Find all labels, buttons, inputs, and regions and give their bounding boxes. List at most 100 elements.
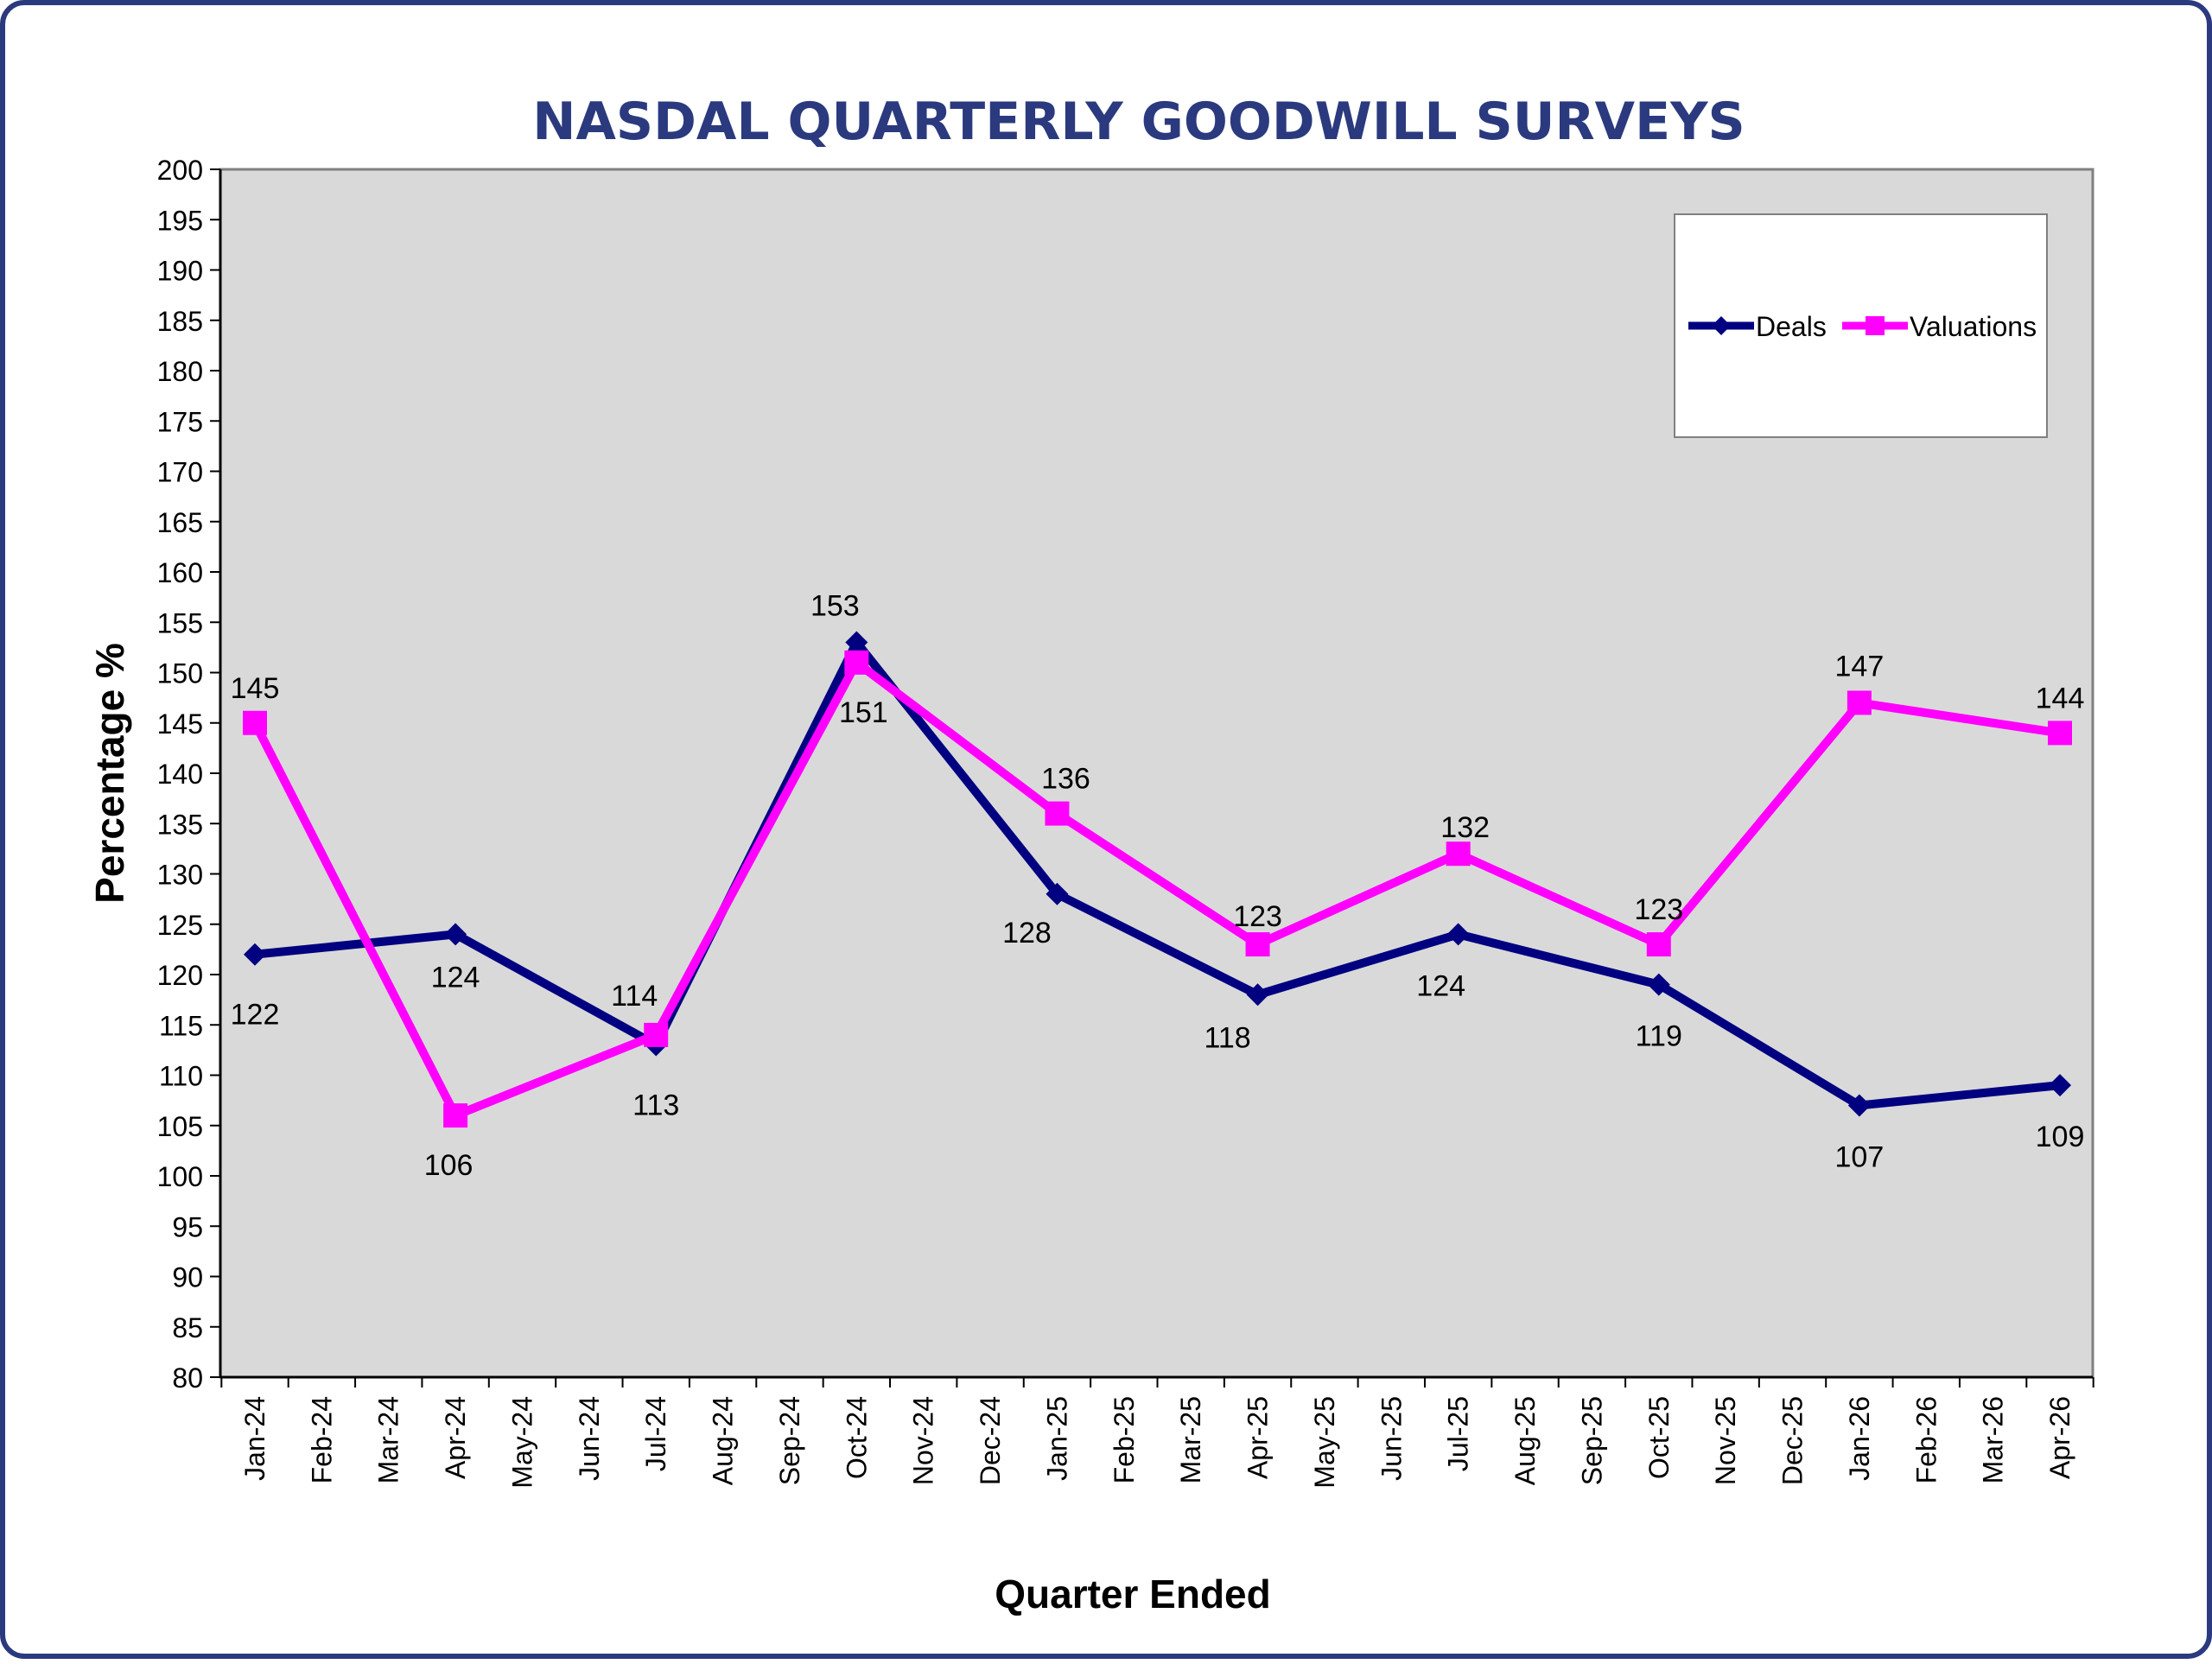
x-tick-label: Mar-25 [1175, 1396, 1206, 1483]
marker-valuations [1446, 842, 1471, 867]
y-tick-label: 140 [157, 759, 203, 790]
y-tick-label: 130 [157, 860, 203, 891]
marker-valuations [243, 710, 267, 735]
legend-marker-valuations [1866, 316, 1885, 335]
y-tick-label: 190 [157, 256, 203, 287]
marker-deals [444, 923, 467, 946]
data-label: 132 [1440, 811, 1490, 844]
data-label: 118 [1204, 1021, 1250, 1054]
legend-marker-deals [1712, 316, 1731, 335]
marker-deals [1246, 983, 1269, 1007]
x-tick-label: Jan-26 [1844, 1396, 1875, 1481]
x-tick-label: Mar-26 [1978, 1396, 2009, 1483]
data-label: 109 [2036, 1121, 2085, 1153]
marker-deals [1446, 923, 1470, 946]
data-label: 124 [431, 961, 480, 994]
x-tick-label: Jul-25 [1443, 1396, 1474, 1471]
marker-valuations [2048, 721, 2072, 746]
x-tick-label: Feb-26 [1910, 1396, 1942, 1483]
y-tick-label: 100 [157, 1161, 203, 1192]
x-tick-label: Oct-25 [1643, 1396, 1675, 1479]
data-label: 144 [2036, 682, 2085, 715]
y-tick-label: 150 [157, 658, 203, 689]
data-label: 124 [1416, 969, 1465, 1002]
x-tick-label: Jul-24 [640, 1396, 671, 1471]
marker-deals [845, 631, 868, 654]
series-line-deals [254, 638, 2061, 1110]
y-tick-label: 145 [157, 708, 203, 740]
y-tick-label: 185 [157, 306, 203, 337]
series-line-valuations [251, 657, 2061, 1121]
x-tick-label: Apr-25 [1243, 1396, 1274, 1479]
x-tick-label: May-24 [506, 1396, 537, 1489]
x-tick-label: Mar-24 [373, 1396, 404, 1483]
x-tick-label: Aug-25 [1510, 1396, 1541, 1485]
data-label: 106 [424, 1149, 474, 1182]
x-tick-label: Feb-25 [1109, 1396, 1140, 1483]
data-label: 145 [231, 672, 280, 705]
chart-title: NASDAL QUARTERLY GOODWILL SURVEYS [532, 92, 1745, 152]
y-axis: 80 85 90 95 100 105 110 115 120 125 130 135 140 145 15… [157, 155, 222, 1394]
data-label: 114 [611, 980, 658, 1013]
x-tick-label: Nov-25 [1710, 1396, 1741, 1485]
y-axis-label: Percentage % [87, 643, 132, 904]
y-tick-label: 120 [157, 960, 203, 991]
marker-valuations [1045, 801, 1070, 826]
data-label: 153 [810, 590, 860, 623]
data-labels: 122 124 113 153 128 118 124 119 107 109 145 106 114 1… [231, 590, 2085, 1183]
y-tick-label: 80 [172, 1362, 203, 1394]
marker-valuations [844, 650, 869, 675]
data-label: 147 [1835, 650, 1885, 683]
marker-valuations [1646, 932, 1671, 957]
x-axis-label: Quarter Ended [995, 1572, 1271, 1616]
legend-label-deals: Deals [1756, 311, 1827, 342]
data-label: 113 [632, 1089, 679, 1122]
x-tick-label: Sep-24 [774, 1396, 805, 1485]
y-tick-label: 200 [157, 155, 203, 186]
y-tick-label: 160 [157, 557, 203, 588]
data-label: 136 [1041, 763, 1090, 796]
data-label: 122 [231, 999, 280, 1032]
x-tick-label: Nov-24 [908, 1396, 939, 1485]
x-tick-label: Dec-25 [1777, 1396, 1808, 1485]
y-tick-label: 105 [157, 1111, 203, 1142]
marker-valuations [1847, 690, 1872, 715]
x-tick-label: Sep-25 [1576, 1396, 1607, 1485]
x-tick-label: Jan-24 [239, 1396, 270, 1481]
data-label: 119 [1636, 1020, 1682, 1053]
y-tick-label: 180 [157, 356, 203, 387]
y-tick-label: 95 [172, 1211, 203, 1242]
marker-valuations [644, 1022, 669, 1047]
legend-label-valuations: Valuations [1910, 311, 2037, 342]
x-tick-label: Feb-24 [306, 1396, 337, 1483]
y-tick-label: 170 [157, 457, 203, 488]
x-tick-label: Jan-25 [1041, 1396, 1072, 1481]
marker-deals [244, 943, 266, 966]
marker-deals [1847, 1094, 1871, 1117]
y-tick-label: 155 [157, 607, 203, 638]
x-tick-label: Apr-24 [440, 1396, 471, 1479]
x-tick-label: Dec-24 [975, 1396, 1006, 1485]
x-tick-label: Apr-26 [2044, 1396, 2075, 1479]
x-tick-label: Jun-25 [1376, 1396, 1407, 1481]
data-label: 107 [1835, 1140, 1885, 1173]
y-tick-label: 135 [157, 809, 203, 840]
x-tick-label: Aug-24 [708, 1396, 739, 1485]
marker-deals [1046, 882, 1069, 905]
y-tick-label: 110 [159, 1061, 203, 1092]
data-label: 123 [1634, 893, 1683, 926]
marker-valuations [1245, 932, 1270, 957]
y-tick-label: 175 [157, 406, 203, 437]
marker-deals [2049, 1074, 2071, 1097]
legend: Deals Valuations [1674, 213, 2048, 438]
y-tick-label: 195 [157, 205, 203, 236]
y-tick-label: 90 [172, 1262, 203, 1293]
x-tick-label: Jun-24 [574, 1396, 605, 1481]
y-tick-label: 165 [157, 507, 203, 538]
line-chart: NASDAL QUARTERLY GOODWILL SURVEYS 80 85 90… [87, 92, 2094, 1616]
marker-deals [1647, 973, 1670, 996]
x-tick-label: May-25 [1309, 1396, 1340, 1489]
series-layer [243, 631, 2072, 1128]
x-tick-label: Oct-24 [841, 1396, 872, 1479]
